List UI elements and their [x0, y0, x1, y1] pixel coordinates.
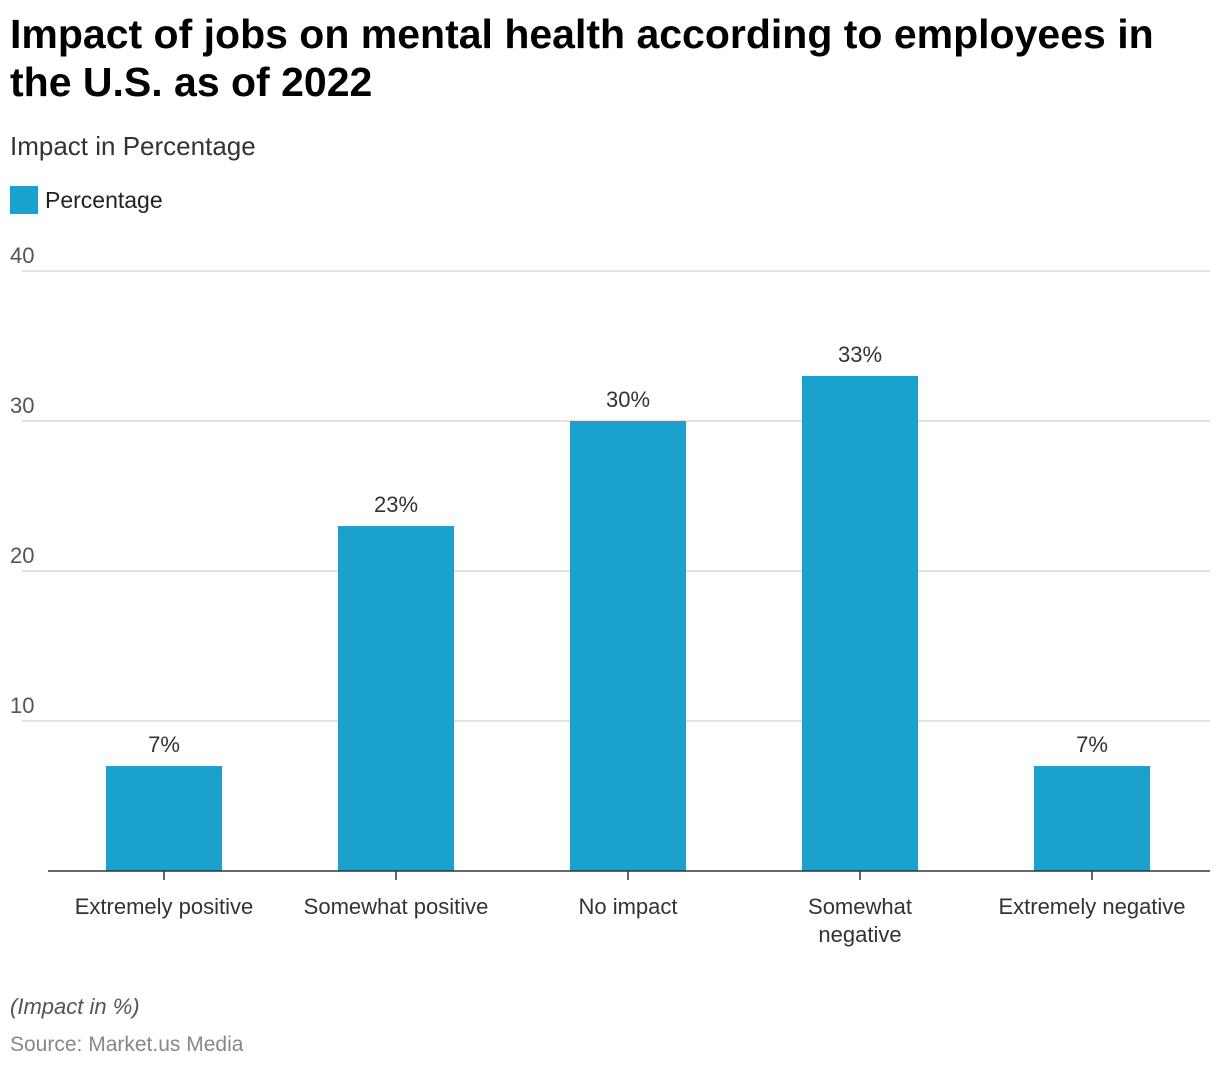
- data-label: 33%: [838, 342, 882, 367]
- data-label: 7%: [148, 732, 180, 757]
- x-tick-label: Somewhat positive: [304, 894, 489, 919]
- chart-title: Impact of jobs on mental health accordin…: [10, 11, 1154, 105]
- x-tick-label: negative: [818, 922, 901, 947]
- bar: [802, 376, 918, 871]
- x-tick-label: No impact: [578, 894, 677, 919]
- x-tick-label: Extremely positive: [75, 894, 254, 919]
- bar: [1034, 766, 1150, 871]
- y-tick-label: 40: [10, 243, 34, 268]
- legend-label: Percentage: [45, 186, 163, 213]
- x-tick-label: Somewhat: [808, 894, 912, 919]
- data-label: 23%: [374, 492, 418, 517]
- chart-note: (Impact in %): [10, 994, 140, 1019]
- legend: Percentage: [10, 186, 163, 214]
- data-label: 30%: [606, 387, 650, 412]
- y-tick-label: 20: [10, 543, 34, 568]
- legend-swatch: [10, 186, 38, 214]
- y-tick-label: 10: [10, 693, 34, 718]
- bar: [106, 766, 222, 871]
- bar: [570, 421, 686, 871]
- y-tick-label: 30: [10, 393, 34, 418]
- chart-subtitle: Impact in Percentage: [10, 131, 256, 161]
- chart-source: Source: Market.us Media: [10, 1033, 244, 1056]
- data-label: 7%: [1076, 732, 1108, 757]
- x-tick-label: Extremely negative: [998, 894, 1185, 919]
- bar: [338, 526, 454, 871]
